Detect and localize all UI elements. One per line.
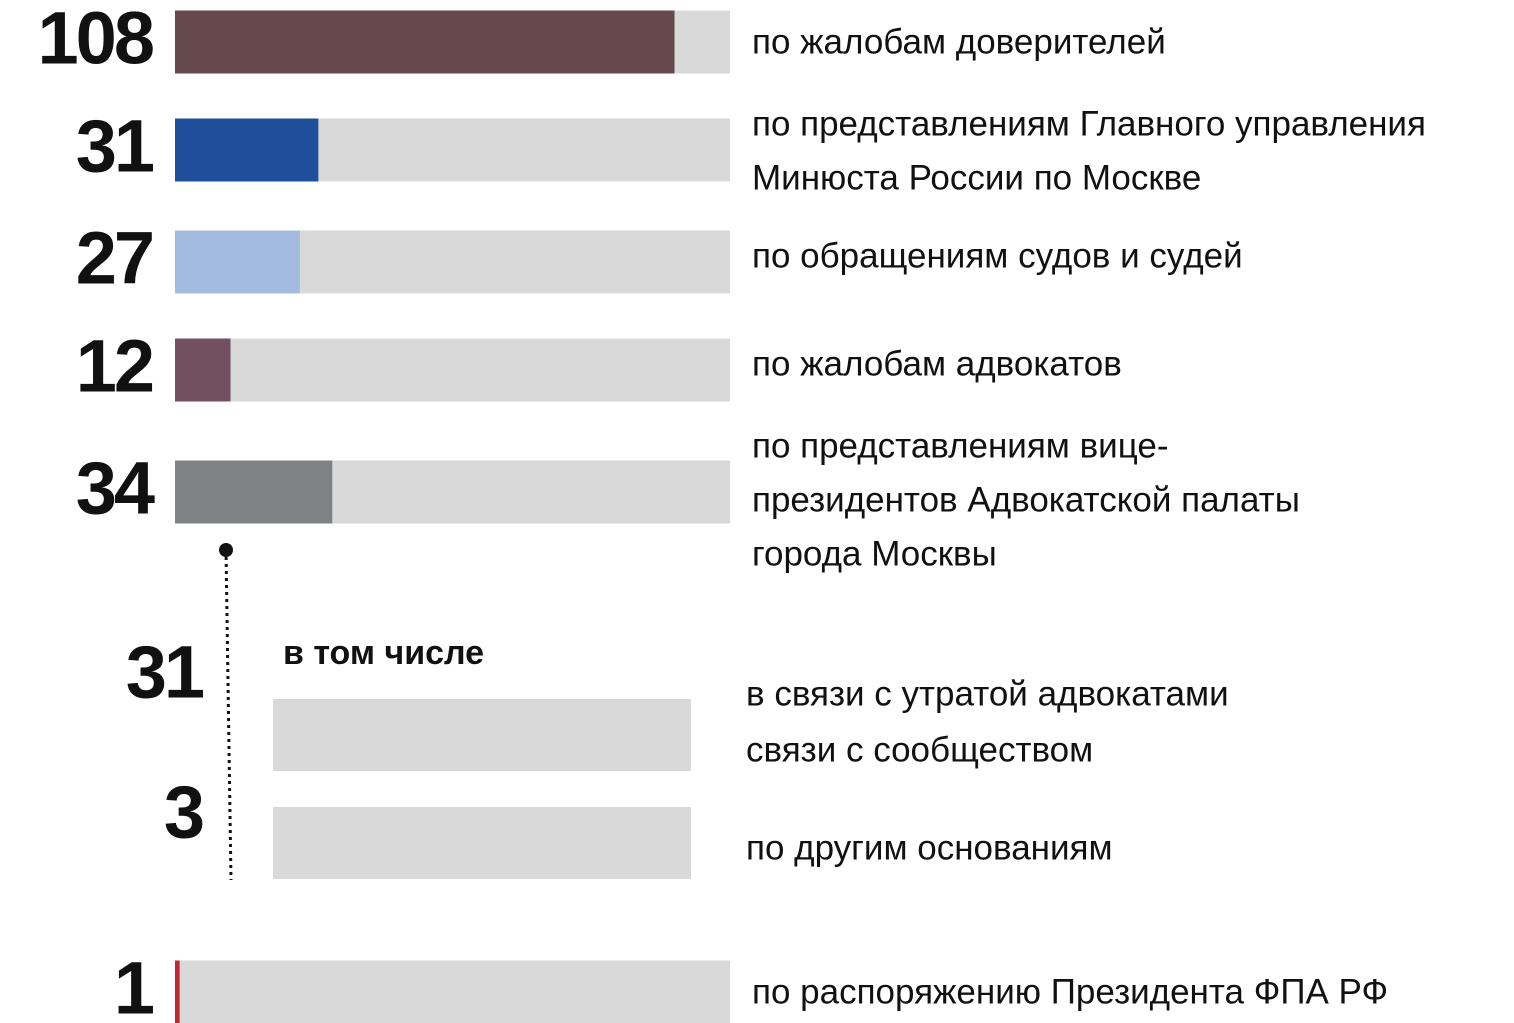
value-label: 34 xyxy=(76,447,155,530)
bar xyxy=(175,960,180,1023)
bar-background xyxy=(175,338,730,402)
bar-background xyxy=(273,807,691,879)
bar xyxy=(175,118,319,182)
category-label: связи с сообществом xyxy=(746,730,1093,769)
category-label: по представлениям Главного управления xyxy=(752,104,1426,143)
category-label: по распоряжению Президента ФПА РФ xyxy=(752,972,1388,1011)
sub-title: в том числе xyxy=(283,634,484,672)
bar xyxy=(175,460,333,524)
connector xyxy=(224,549,233,881)
category-label: по жалобам адвокатов xyxy=(752,344,1122,383)
value-label: 1 xyxy=(114,947,154,1023)
category-label: по представлениям вице- xyxy=(752,426,1169,465)
bar xyxy=(273,699,381,771)
bar xyxy=(273,807,284,879)
bar xyxy=(175,230,300,294)
value-label: 27 xyxy=(76,217,152,300)
connector-dot xyxy=(219,543,233,557)
category-label: в связи с утратой адвокатами xyxy=(746,674,1229,713)
category-label: Минюста России по Москве xyxy=(752,158,1201,197)
value-label: 108 xyxy=(38,0,153,80)
bar xyxy=(175,10,675,74)
bar xyxy=(175,338,231,402)
category-label: города Москвы xyxy=(752,534,997,573)
category-label: президентов Адвокатской палаты xyxy=(752,480,1300,519)
value-label: 31 xyxy=(126,631,204,714)
category-label: по другим основаниям xyxy=(746,828,1113,867)
value-label: 3 xyxy=(164,771,203,854)
value-label: 12 xyxy=(76,325,153,408)
category-label: по жалобам доверителей xyxy=(752,22,1166,61)
bar-background xyxy=(175,960,730,1023)
value-label: 31 xyxy=(76,105,154,188)
category-label: по обращениям судов и судей xyxy=(752,236,1243,275)
